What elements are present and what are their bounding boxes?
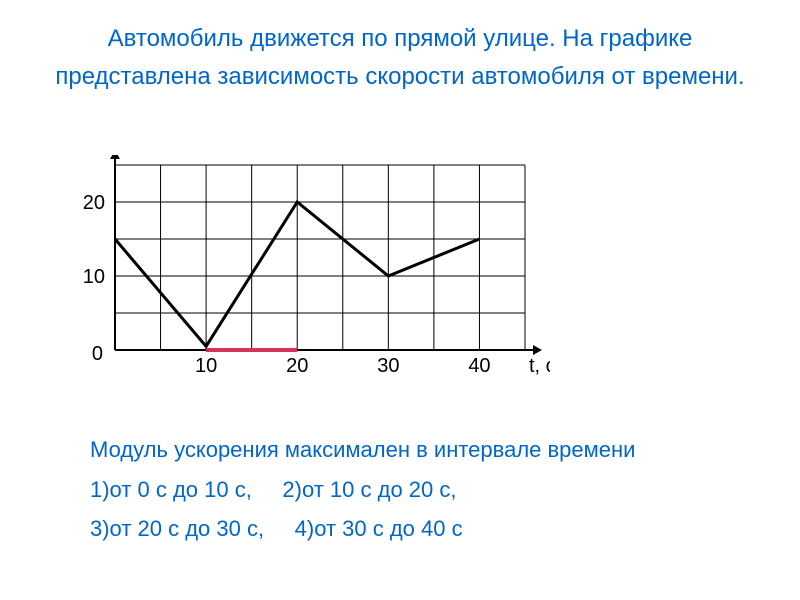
- answer-block: Модуль ускорения максимален в интервале …: [90, 430, 635, 549]
- svg-text:t, с: t, с: [529, 355, 550, 377]
- chart-svg: 10 20 30 40 10 20 0 vₓ, м/с t, с: [60, 155, 550, 395]
- svg-text:vₓ, м/с: vₓ, м/с: [113, 155, 170, 156]
- svg-text:30: 30: [377, 355, 399, 377]
- option-3: 3)от 20 с до 30 с,: [90, 516, 264, 541]
- svg-text:20: 20: [286, 355, 308, 377]
- options-row-2: 3)от 20 с до 30 с, 4)от 30 с до 40 с: [90, 509, 635, 549]
- option-2: 2)от 10 с до 20 с,: [282, 477, 456, 502]
- svg-text:40: 40: [468, 355, 490, 377]
- question-text: Модуль ускорения максимален в интервале …: [90, 430, 635, 470]
- options-row-1: 1)от 0 с до 10 с, 2)от 10 с до 20 с,: [90, 470, 635, 510]
- option-4: 4)от 30 с до 40 с: [295, 516, 463, 541]
- svg-text:10: 10: [83, 266, 105, 288]
- velocity-chart: 10 20 30 40 10 20 0 vₓ, м/с t, с: [60, 155, 550, 400]
- svg-text:10: 10: [195, 355, 217, 377]
- svg-text:0: 0: [92, 343, 103, 365]
- svg-text:20: 20: [83, 192, 105, 214]
- title-line-2: представлена зависимость скорости автомо…: [55, 63, 744, 90]
- slide: Автомобиль движется по прямой улице. На …: [0, 0, 800, 600]
- title-line-1: Автомобиль движется по прямой улице. На …: [108, 25, 693, 52]
- option-1: 1)от 0 с до 10 с,: [90, 477, 252, 502]
- slide-title: Автомобиль движется по прямой улице. На …: [0, 0, 800, 97]
